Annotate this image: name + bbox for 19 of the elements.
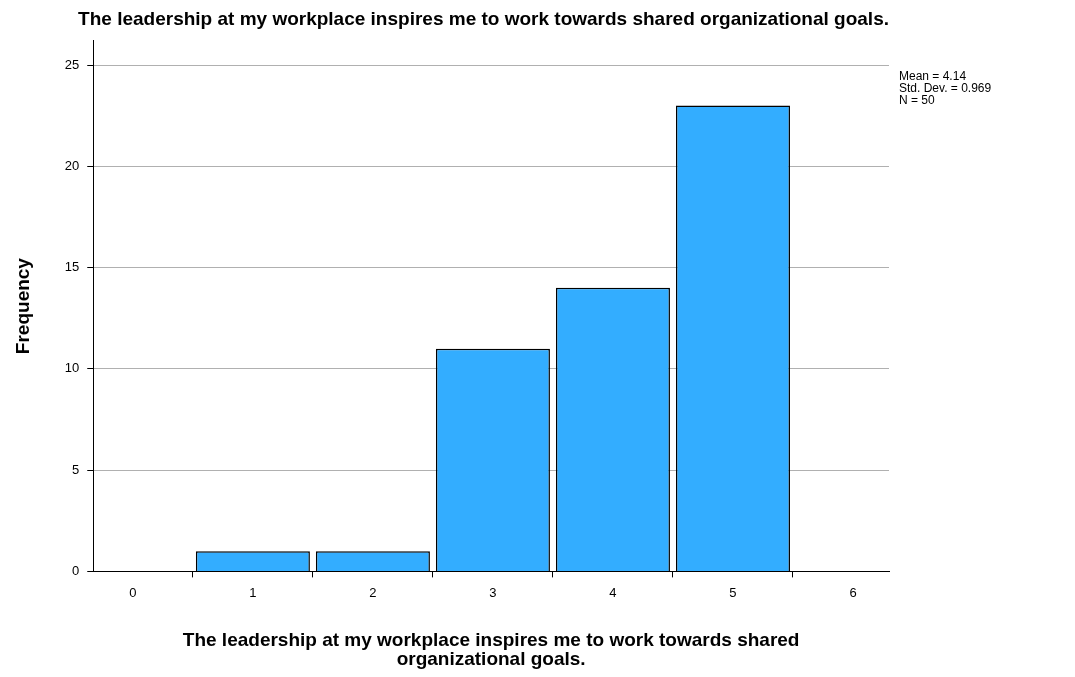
y-tick-label: 25 — [64, 56, 80, 72]
text: Std. Dev. = 0.969 — [899, 81, 992, 96]
text: N = 50 — [899, 93, 936, 108]
y-axis-title: Frequency — [11, 257, 33, 355]
chart-title: The leadership at my workplace inspires me to work towards shared organizational goals. — [78, 7, 889, 29]
text: Mean = 4.14 — [899, 69, 967, 84]
x-tick-label: 0 — [129, 584, 137, 600]
x-axis-title: The leadership at my workplace inspires me to work towards shared organizational goals. — [182, 628, 800, 669]
x-tick-label: 3 — [489, 584, 497, 600]
x-tick-label: 2 — [369, 584, 377, 600]
x-tick-label: 1 — [249, 584, 257, 600]
x-tick-label: 5 — [729, 584, 737, 600]
y-tick-label: 20 — [64, 157, 80, 173]
x-tick-label: 6 — [849, 584, 857, 600]
y-tick-label: 15 — [64, 259, 80, 275]
y-tick-label: 5 — [72, 461, 80, 477]
x-tick-label: 4 — [609, 584, 617, 600]
y-tick-label: 10 — [64, 360, 80, 376]
y-tick-label: 0 — [72, 562, 80, 578]
